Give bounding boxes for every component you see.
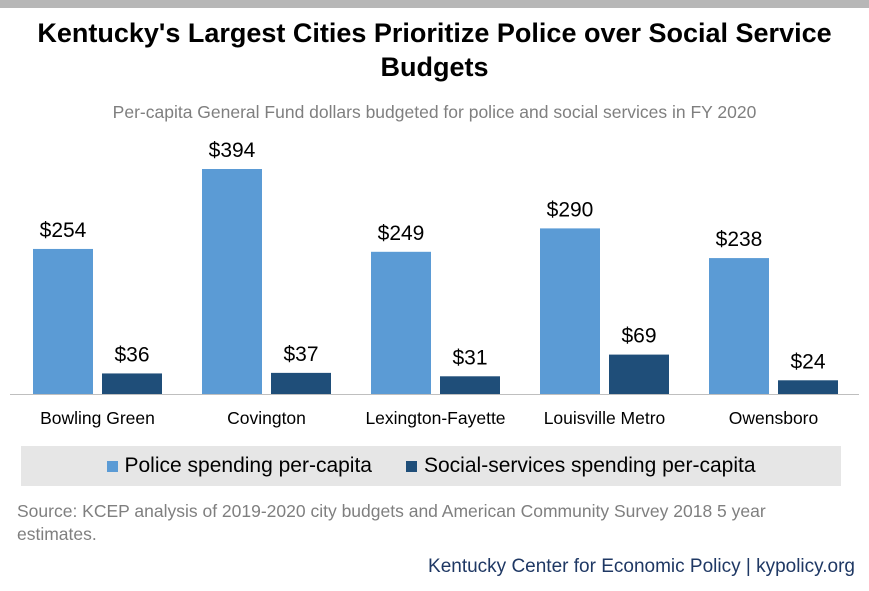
data-label-police: $290 <box>547 198 594 221</box>
data-label-social: $31 <box>452 346 487 369</box>
legend-swatch-police <box>106 460 118 472</box>
x-tick-label: Owensboro <box>729 408 819 428</box>
legend: Police spending per-capita Social-servic… <box>21 446 841 486</box>
legend-label-social: Social-services spending per-capita <box>424 454 756 477</box>
x-tick-label: Bowling Green <box>40 408 155 428</box>
source-note: Source: KCEP analysis of 2019-2020 city … <box>17 501 766 544</box>
bar-social <box>102 373 162 394</box>
x-tick-label: Covington <box>227 408 306 428</box>
bar-chart: $254 $36 Bowling Green $394 $37 Covington $249… <box>10 139 859 428</box>
data-label-social: $24 <box>790 350 825 373</box>
bar-police <box>33 248 93 394</box>
data-label-police: $238 <box>716 228 763 251</box>
chart-subtitle: Per-capita General Fund dollars budgeted… <box>112 102 757 122</box>
legend-swatch-social <box>406 460 417 472</box>
footer-credit: Kentucky Center for Economic Policy | ky… <box>428 556 855 577</box>
legend-item-police: Police spending per-capita <box>106 454 373 478</box>
bar-police <box>540 228 600 394</box>
bar-police <box>202 169 262 394</box>
x-tick-label: Lexington-Fayette <box>365 408 505 428</box>
data-label-police: $254 <box>40 219 87 242</box>
bar-police <box>709 258 769 394</box>
data-label-police: $394 <box>209 139 256 162</box>
data-label-social: $36 <box>114 343 149 366</box>
bar-social <box>440 376 500 394</box>
data-label-police: $249 <box>378 222 425 245</box>
bar-social <box>271 372 331 394</box>
legend-label-police: Police spending per-capita <box>124 454 373 477</box>
x-tick-label: Louisville Metro <box>544 408 666 428</box>
bar-social <box>778 380 838 394</box>
data-label-social: $69 <box>621 325 656 348</box>
chart-title: Kentucky's Largest Cities Prioritize Pol… <box>37 18 832 82</box>
legend-item-social: Social-services spending per-capita <box>406 454 756 478</box>
bar-social <box>609 354 669 394</box>
bar-police <box>371 251 431 394</box>
top-rule <box>0 0 869 8</box>
data-label-social: $37 <box>283 343 318 366</box>
